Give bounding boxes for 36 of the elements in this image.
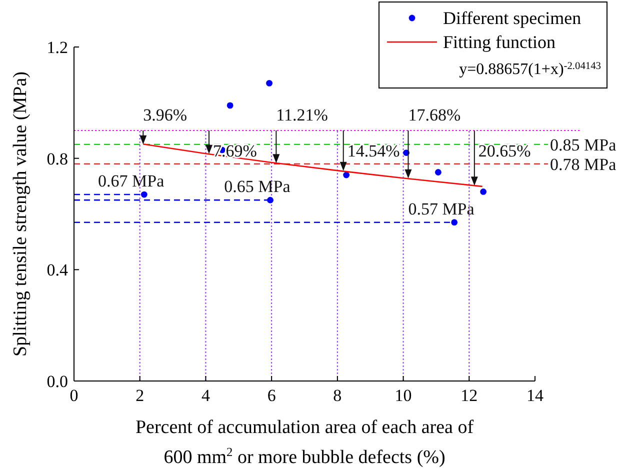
point	[226, 102, 234, 109]
x-tick-label: 14	[526, 386, 544, 405]
legend-label: Fitting function	[443, 32, 556, 52]
annotation: 7.69%	[213, 142, 257, 160]
annotation: 11.21%	[276, 106, 328, 124]
y-tick-label: 0.8	[46, 149, 68, 168]
y-axis-title: Splitting tensile strength value (MPa)	[10, 72, 31, 356]
annotation: 0.65 MPa	[224, 177, 291, 196]
point	[434, 169, 442, 176]
annotation: 3.96%	[143, 106, 188, 124]
y-tick-label: 0.0	[46, 372, 68, 391]
y-tick-label: 0.4	[46, 260, 68, 280]
x-tick-label: 12	[460, 386, 478, 405]
point	[267, 196, 274, 204]
ref-line-label: 0.78 MPa	[550, 154, 617, 174]
point	[480, 188, 486, 195]
x-tick-label: 6	[267, 386, 276, 405]
point	[140, 191, 148, 198]
ref-line-label: 0.85 MPa	[550, 135, 617, 154]
x-tick-label: 2	[136, 386, 144, 405]
annotation: 20.65%	[478, 142, 531, 160]
point	[451, 219, 458, 226]
x-tick-label: 8	[333, 386, 342, 405]
annotation: 0.57 MPa	[408, 199, 475, 218]
point	[266, 80, 272, 86]
x-axis-title: Percent of accumulation area of each area of 600 mm$^{2}$ or more bubble defects (%)	[135, 417, 474, 468]
point	[343, 172, 350, 178]
y-tick-label: 1.2	[46, 38, 68, 57]
annotation: 14.54%	[347, 142, 400, 160]
annotation: y=0.88657(1+x)$^{-2.04143}$	[459, 60, 601, 78]
annotation: 17.68%	[408, 106, 461, 124]
annotation: 0.67 MPa	[98, 172, 165, 191]
legend-label: Different specimen	[443, 8, 582, 28]
x-tick-label: 4	[201, 386, 210, 405]
x-tick-label: 10	[394, 386, 412, 405]
x-tick-label: 0	[70, 386, 78, 405]
